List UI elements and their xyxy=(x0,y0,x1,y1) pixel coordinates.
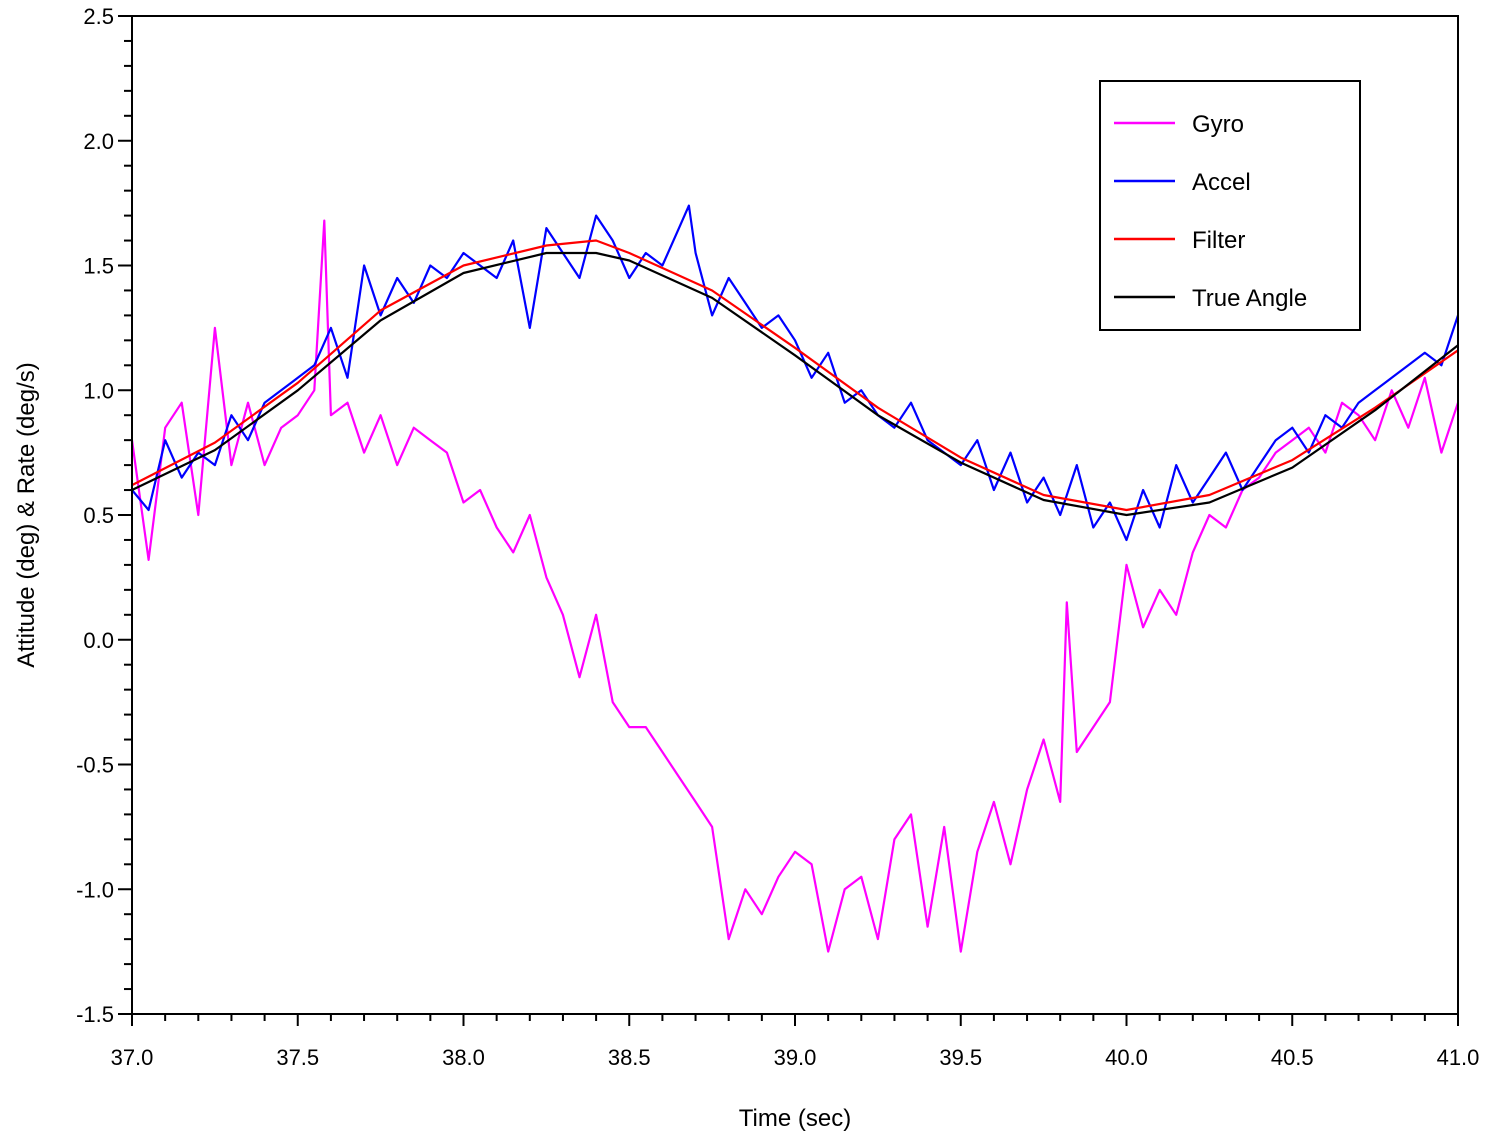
legend-label-accel: Accel xyxy=(1192,169,1251,196)
x-tick-label: 38.0 xyxy=(442,1045,485,1070)
series-line-gyro xyxy=(130,219,1460,953)
series-line-filter xyxy=(131,239,1459,512)
x-tick-label: 37.0 xyxy=(111,1045,154,1070)
x-axis-title: Time (sec) xyxy=(739,1105,851,1132)
y-tick-label: 2.0 xyxy=(83,129,114,154)
x-tick-label: 40.0 xyxy=(1105,1045,1148,1070)
x-tick-label: 37.5 xyxy=(276,1045,319,1070)
y-tick-label: 1.0 xyxy=(83,378,114,403)
legend: Gyro Accel Filter True Angle xyxy=(1099,80,1361,331)
y-tick-label: -1.5 xyxy=(76,1002,114,1027)
x-tick-label: 38.5 xyxy=(608,1045,651,1070)
plot-area-frame xyxy=(131,15,1459,1015)
legend-label-filter: Filter xyxy=(1192,227,1245,254)
x-tick-label: 39.0 xyxy=(774,1045,817,1070)
y-axis-title: Attitude (deg) & Rate (deg/s) xyxy=(13,362,40,667)
x-tick-label: 41.0 xyxy=(1437,1045,1480,1070)
y-tick-label: 1.5 xyxy=(83,254,114,279)
series-line-true-angle xyxy=(131,251,1459,517)
series-layer xyxy=(130,204,1460,953)
x-tick-label: 40.5 xyxy=(1271,1045,1314,1070)
y-tick-label: 0.5 xyxy=(83,503,114,528)
series-line-accel xyxy=(131,204,1460,542)
y-tick-label: 0.0 xyxy=(83,628,114,653)
y-tick-label: -0.5 xyxy=(76,753,114,778)
y-tick-label: -1.0 xyxy=(76,877,114,902)
y-tick-label: 2.5 xyxy=(83,4,114,29)
legend-label-gyro: Gyro xyxy=(1192,111,1244,138)
x-tick-label: 39.5 xyxy=(939,1045,982,1070)
legend-label-true-angle: True Angle xyxy=(1192,285,1307,312)
tick-layer: 37.0 37.5 38.0 38.5 39.0 39.5 40.0 40.5 41.0 -1.5… xyxy=(76,4,1479,1070)
